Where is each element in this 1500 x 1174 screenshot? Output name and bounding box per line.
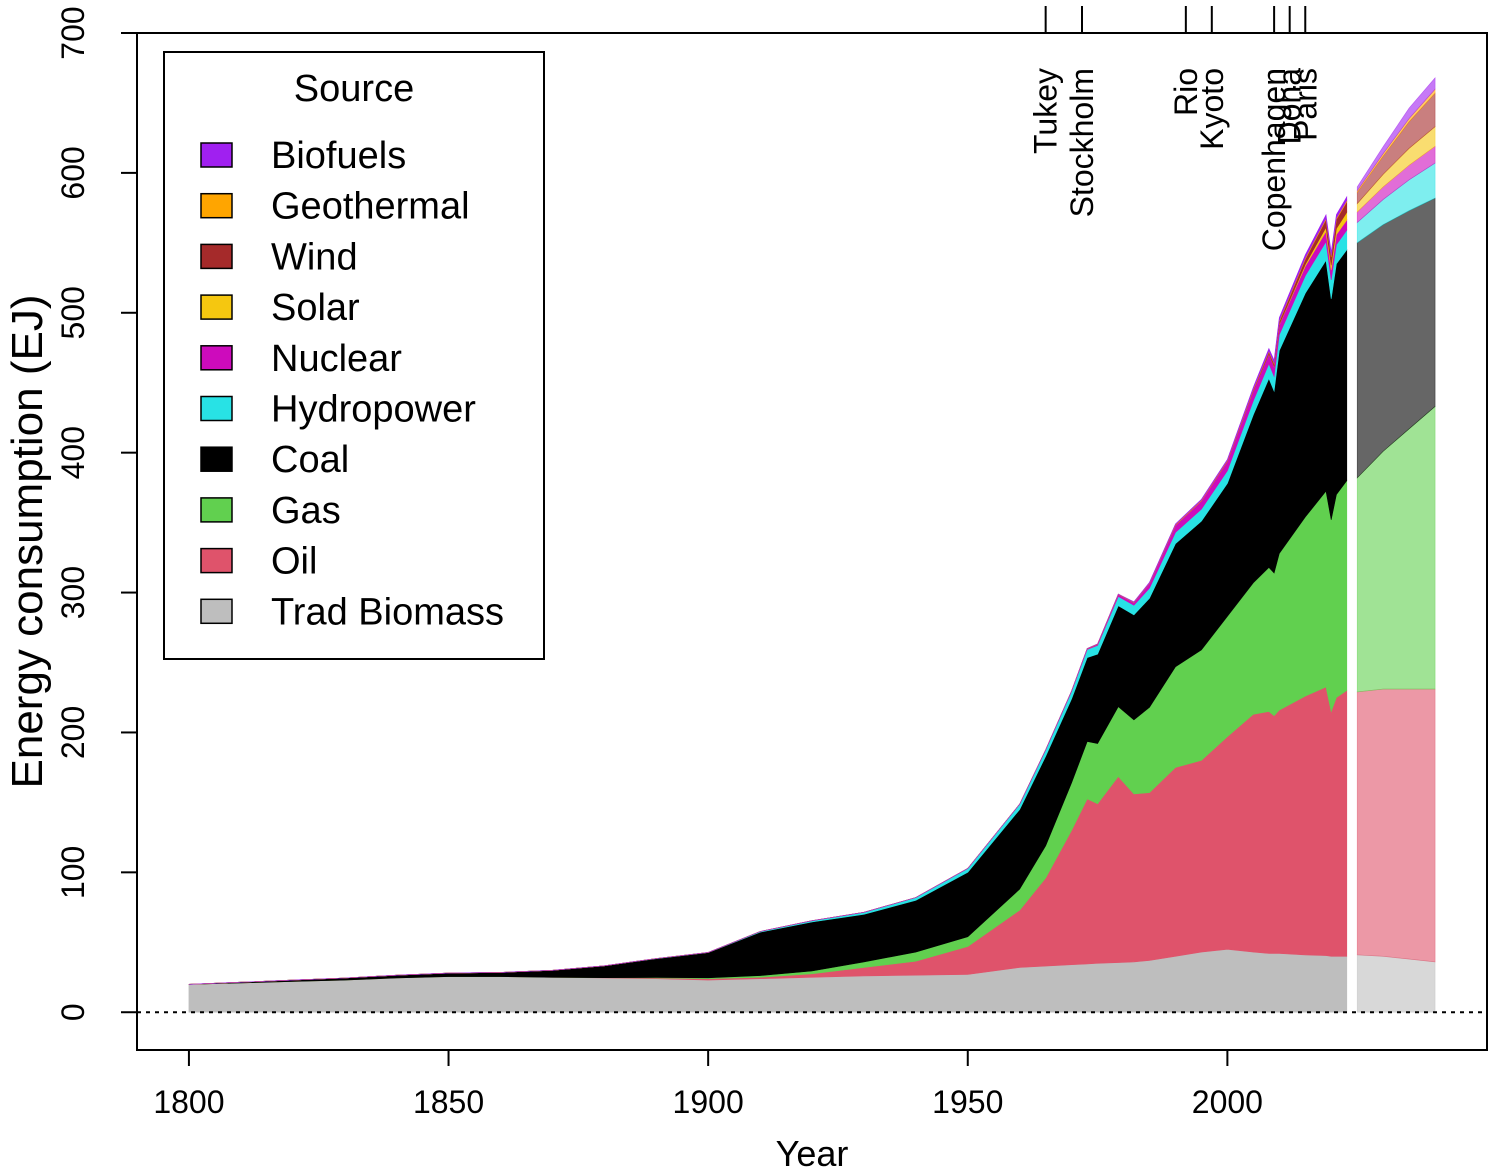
- legend-item-biofuels: Biofuels: [200, 135, 406, 177]
- x-tick-label: 1900: [673, 1084, 744, 1120]
- area-biofuels-projection: [1356, 76, 1436, 192]
- legend-item-nuclear: Nuclear: [200, 338, 402, 380]
- legend-label-wind: Wind: [271, 236, 358, 278]
- event-label-stockholm: Stockholm: [1064, 68, 1100, 217]
- x-tick-label: 2000: [1192, 1084, 1263, 1120]
- x-tick-label: 1950: [932, 1084, 1003, 1120]
- legend-swatch-geothermal: [200, 192, 233, 219]
- event-label-paris: Paris: [1287, 68, 1323, 141]
- legend-label-biofuels: Biofuels: [271, 135, 406, 177]
- area-oil-projection: [1356, 688, 1436, 963]
- x-tick-label: 1850: [413, 1084, 484, 1120]
- y-axis: 0 100 200 300 400 500 600 700: [55, 6, 138, 1021]
- y-tick-label: 400: [55, 426, 91, 479]
- area-trad-biomass-projection: [1356, 954, 1436, 1013]
- legend-label-hydropower: Hydropower: [271, 389, 476, 431]
- legend-item-coal: Coal: [200, 439, 349, 481]
- legend-swatch-trad-biomass: [200, 598, 233, 625]
- legend-item-wind: Wind: [200, 236, 358, 278]
- legend-item-geothermal: Geothermal: [200, 186, 470, 228]
- x-axis: 1800 1850 1900 1950 2000: [153, 1049, 1263, 1120]
- legend-swatch-oil: [200, 547, 233, 574]
- legend-swatch-nuclear: [200, 345, 233, 371]
- legend-title: Source: [294, 68, 414, 110]
- y-tick-label: 100: [55, 846, 91, 899]
- legend-label-solar: Solar: [271, 287, 360, 329]
- legend-swatch-coal: [200, 446, 233, 472]
- legend-item-hydropower: Hydropower: [200, 389, 476, 431]
- y-axis-title: Energy consumption (EJ): [3, 295, 52, 789]
- legend-label-geothermal: Geothermal: [271, 186, 470, 228]
- legend-item-trad-biomass: Trad Biomass: [200, 591, 504, 633]
- event-label-rio: Rio: [1168, 68, 1204, 116]
- y-tick-label: 500: [55, 286, 91, 339]
- y-tick-label: 300: [55, 566, 91, 619]
- legend-label-trad-biomass: Trad Biomass: [271, 591, 504, 633]
- event-label-copenhagen: Copenhagen: [1256, 68, 1292, 251]
- legend-item-oil: Oil: [200, 541, 317, 583]
- event-label-tukey: Tukey: [1028, 68, 1064, 154]
- legend: Source Biofuels Geothermal Wind Solar Nuclea…: [163, 51, 545, 660]
- y-tick-label: 600: [55, 146, 91, 199]
- legend-item-gas: Gas: [200, 490, 341, 532]
- legend-label-oil: Oil: [271, 541, 317, 583]
- legend-swatch-solar: [200, 294, 233, 320]
- legend-label-gas: Gas: [271, 490, 341, 532]
- projection-areas: [1356, 76, 1436, 1013]
- legend-swatch-gas: [200, 497, 233, 523]
- x-axis-title: Year: [776, 1133, 849, 1174]
- event-label-doha: Doha: [1272, 68, 1308, 145]
- legend-swatch-wind: [200, 243, 233, 270]
- area-biofuels: [188, 195, 1348, 985]
- legend-label-nuclear: Nuclear: [271, 338, 402, 380]
- legend-item-solar: Solar: [200, 287, 360, 329]
- x-tick-label: 1800: [153, 1084, 224, 1120]
- y-tick-label: 200: [55, 706, 91, 759]
- event-label-kyoto: Kyoto: [1194, 68, 1230, 150]
- legend-label-coal: Coal: [271, 439, 349, 481]
- y-tick-label: 700: [55, 6, 91, 59]
- legend-swatch-hydropower: [200, 395, 233, 422]
- stacked-areas: [188, 195, 1348, 1013]
- y-tick-label: 0: [55, 1003, 91, 1021]
- legend-entries: Biofuels Geothermal Wind Solar Nuclear Hydrop…: [200, 135, 504, 633]
- legend-swatch-biofuels: [200, 142, 233, 168]
